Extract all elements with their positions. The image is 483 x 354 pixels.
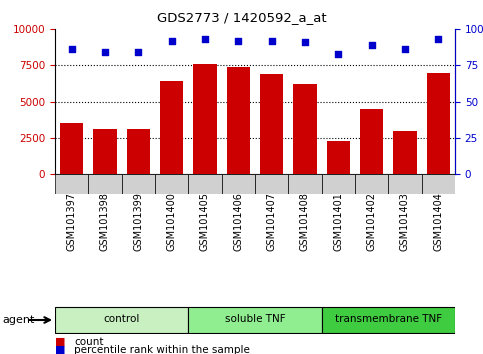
FancyBboxPatch shape bbox=[122, 174, 155, 194]
Bar bbox=[127, 129, 150, 174]
Text: GDS2773 / 1420592_a_at: GDS2773 / 1420592_a_at bbox=[156, 11, 327, 24]
Text: soluble TNF: soluble TNF bbox=[225, 314, 285, 324]
Text: GSM101400: GSM101400 bbox=[167, 192, 177, 251]
Text: ■: ■ bbox=[55, 345, 66, 354]
Bar bbox=[93, 129, 117, 174]
Bar bbox=[260, 74, 284, 174]
Bar bbox=[227, 67, 250, 174]
Text: percentile rank within the sample: percentile rank within the sample bbox=[74, 345, 250, 354]
Point bbox=[68, 46, 75, 52]
FancyBboxPatch shape bbox=[188, 174, 222, 194]
Text: GSM101402: GSM101402 bbox=[367, 192, 377, 251]
FancyBboxPatch shape bbox=[255, 174, 288, 194]
Text: transmembrane TNF: transmembrane TNF bbox=[335, 314, 442, 324]
FancyBboxPatch shape bbox=[322, 307, 455, 333]
Text: GSM101405: GSM101405 bbox=[200, 192, 210, 251]
FancyBboxPatch shape bbox=[288, 174, 322, 194]
FancyBboxPatch shape bbox=[222, 174, 255, 194]
FancyBboxPatch shape bbox=[355, 174, 388, 194]
Text: GSM101398: GSM101398 bbox=[100, 192, 110, 251]
Bar bbox=[327, 141, 350, 174]
Text: count: count bbox=[74, 337, 104, 347]
FancyBboxPatch shape bbox=[422, 174, 455, 194]
Bar bbox=[60, 123, 84, 174]
Point bbox=[435, 36, 442, 42]
Point bbox=[168, 38, 175, 44]
Point bbox=[334, 51, 342, 57]
Point bbox=[268, 38, 275, 44]
Text: agent: agent bbox=[2, 315, 35, 325]
FancyBboxPatch shape bbox=[322, 174, 355, 194]
Text: GSM101408: GSM101408 bbox=[300, 192, 310, 251]
FancyBboxPatch shape bbox=[388, 174, 422, 194]
Text: GSM101404: GSM101404 bbox=[433, 192, 443, 251]
Text: GSM101407: GSM101407 bbox=[267, 192, 277, 251]
Text: GSM101403: GSM101403 bbox=[400, 192, 410, 251]
Point bbox=[301, 39, 309, 45]
FancyBboxPatch shape bbox=[55, 307, 188, 333]
Point bbox=[101, 49, 109, 55]
Bar bbox=[293, 84, 317, 174]
Bar bbox=[160, 81, 184, 174]
FancyBboxPatch shape bbox=[155, 174, 188, 194]
Point bbox=[134, 49, 142, 55]
FancyBboxPatch shape bbox=[55, 174, 88, 194]
Point bbox=[234, 38, 242, 44]
Point bbox=[201, 36, 209, 42]
Bar bbox=[393, 131, 417, 174]
Text: GSM101401: GSM101401 bbox=[333, 192, 343, 251]
Text: GSM101399: GSM101399 bbox=[133, 192, 143, 251]
Point bbox=[401, 46, 409, 52]
Text: ■: ■ bbox=[55, 337, 66, 347]
FancyBboxPatch shape bbox=[188, 307, 322, 333]
Bar bbox=[426, 73, 450, 174]
Point bbox=[368, 42, 375, 48]
Text: control: control bbox=[103, 314, 140, 324]
FancyBboxPatch shape bbox=[88, 174, 122, 194]
Text: GSM101397: GSM101397 bbox=[67, 192, 77, 251]
Bar bbox=[193, 64, 217, 174]
Text: GSM101406: GSM101406 bbox=[233, 192, 243, 251]
Bar bbox=[360, 109, 384, 174]
